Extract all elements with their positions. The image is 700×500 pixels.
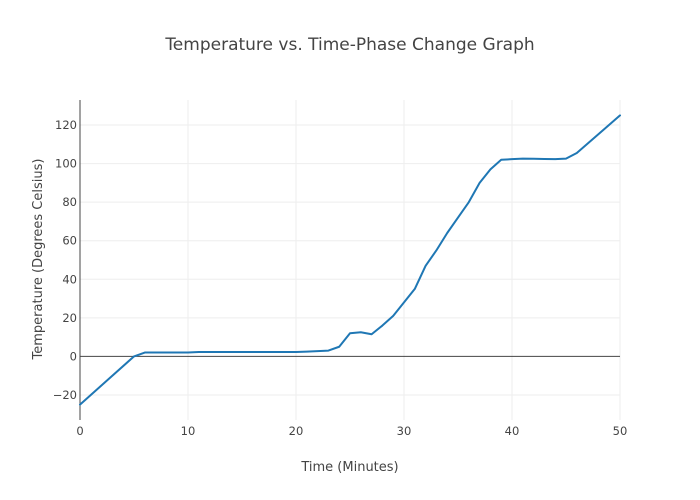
y-tick-label: 80 xyxy=(62,195,77,209)
series-layer xyxy=(79,114,621,406)
x-tick-label: 30 xyxy=(397,424,412,438)
x-tick-label: 0 xyxy=(76,424,83,438)
y-tick-label: 20 xyxy=(62,311,77,325)
x-tick-label: 50 xyxy=(613,424,628,438)
y-tick-label: 100 xyxy=(55,157,77,171)
x-tick-label: 40 xyxy=(505,424,520,438)
y-axis-title: Temperature (Degrees Celsius) xyxy=(31,159,46,361)
x-axis-title: Time (Minutes) xyxy=(300,460,398,475)
chart-title: Temperature vs. Time-Phase Change Graph xyxy=(164,35,534,55)
y-tick-label: 120 xyxy=(55,118,77,132)
x-tick-label: 20 xyxy=(289,424,304,438)
y-tick-label: 40 xyxy=(62,272,77,286)
x-tick-label: 10 xyxy=(181,424,196,438)
grid-lines xyxy=(80,100,621,420)
y-tick-label: 60 xyxy=(62,234,77,248)
tick-labels: 0 10 20 30 40 50 −20 0 20 40 60 80 100 120 xyxy=(53,118,628,438)
y-tick-label: −20 xyxy=(53,388,77,402)
temperature-series-line xyxy=(79,114,621,406)
y-tick-label: 0 xyxy=(70,349,77,363)
